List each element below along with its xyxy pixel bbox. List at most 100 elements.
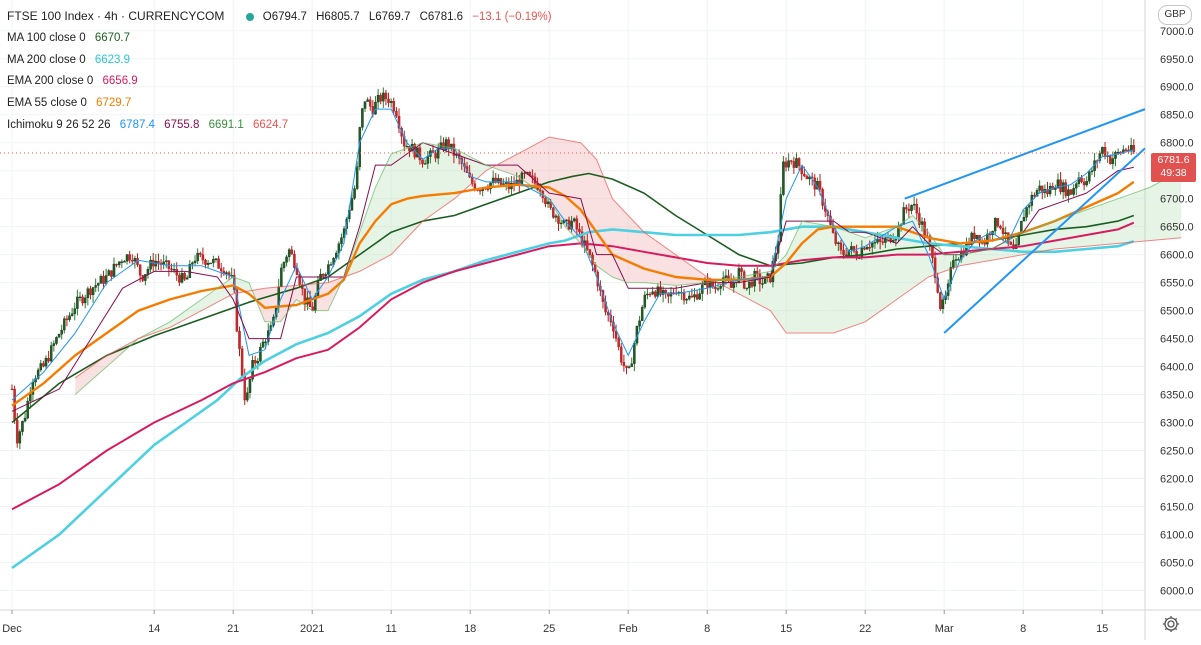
candle-body bbox=[287, 249, 291, 258]
candle-body bbox=[792, 161, 796, 168]
candle-body bbox=[578, 229, 581, 232]
candle-body bbox=[175, 269, 178, 276]
candle-body bbox=[23, 417, 27, 422]
cloud-segment bbox=[1177, 170, 1182, 239]
candle-body bbox=[379, 94, 382, 102]
settings-gear-icon[interactable] bbox=[1160, 613, 1182, 635]
cloud-segment bbox=[1054, 219, 1059, 250]
legend-indicator-row[interactable]: EMA 55 close 0 6729.7 bbox=[7, 93, 558, 115]
candle-body bbox=[193, 260, 197, 263]
candle-body bbox=[128, 254, 131, 261]
candle-body bbox=[73, 308, 77, 314]
cloud-segment bbox=[1141, 188, 1146, 242]
time-tick-label: Dec bbox=[2, 623, 22, 635]
cloud-segment bbox=[201, 296, 206, 311]
candle-body bbox=[996, 218, 1000, 227]
candle-body bbox=[876, 239, 879, 243]
candle-body bbox=[1069, 189, 1073, 195]
candle-body bbox=[818, 180, 822, 190]
last-price-value: 6781.6 bbox=[1157, 154, 1190, 166]
legend-ichimoku-row[interactable]: Ichimoku 9 26 52 26 6787.4 6755.8 6691.1… bbox=[7, 115, 558, 137]
indicator-line bbox=[74, 142, 1182, 395]
candle-body bbox=[52, 343, 56, 346]
candle-body bbox=[502, 183, 505, 185]
candle-body bbox=[81, 296, 84, 304]
time-axis: Dec 14 21 2021 11 18 25 Feb 8 15 22 Mar 8 15 bbox=[2, 610, 1108, 635]
price-tick-label: 6700.0 bbox=[1160, 194, 1194, 206]
candle-body bbox=[878, 239, 882, 242]
cloud-segment bbox=[1050, 221, 1055, 250]
cloud-segment bbox=[1153, 183, 1158, 241]
cloud-segment bbox=[600, 169, 605, 272]
legend-indicator-row[interactable]: MA 100 close 0 6670.7 bbox=[7, 28, 558, 50]
cloud-segment bbox=[651, 237, 656, 284]
cloud-segment bbox=[568, 140, 573, 236]
candle-body bbox=[1059, 179, 1062, 193]
candle-body bbox=[183, 273, 186, 280]
candle-body bbox=[546, 201, 550, 205]
cloud-segment bbox=[908, 215, 913, 292]
candle-body bbox=[834, 232, 837, 244]
cloud-segment bbox=[786, 246, 791, 333]
cloud-segment bbox=[1165, 176, 1170, 240]
candle-body bbox=[1085, 180, 1088, 186]
candle-body bbox=[259, 347, 262, 362]
cloud-segment bbox=[679, 257, 684, 286]
cloud-segment bbox=[794, 229, 799, 333]
cloud-segment bbox=[1066, 215, 1071, 248]
indicator-value: 6729.7 bbox=[96, 97, 132, 110]
cloud-segment bbox=[916, 219, 921, 286]
currency-badge[interactable]: GBP bbox=[1158, 5, 1192, 25]
candle-body bbox=[559, 222, 563, 225]
cloud-segment bbox=[296, 285, 301, 303]
cloud-segment bbox=[663, 246, 668, 285]
candle-body bbox=[170, 268, 173, 270]
candle-body bbox=[865, 247, 869, 250]
cloud-segment bbox=[331, 279, 336, 303]
legend-indicator-row[interactable]: EMA 200 close 0 6656.9 bbox=[7, 71, 558, 93]
candle-body bbox=[340, 237, 343, 244]
price-tick-label: 6500.0 bbox=[1160, 306, 1194, 318]
candle-body bbox=[620, 346, 623, 363]
candle-body bbox=[39, 363, 43, 371]
cloud-segment bbox=[403, 148, 407, 243]
candle-body bbox=[1072, 187, 1075, 195]
candle-body bbox=[643, 294, 647, 308]
cloud-segment bbox=[1133, 191, 1138, 243]
candle-body bbox=[1025, 207, 1028, 218]
last-price-tag: 6781.6 49:38 bbox=[1151, 153, 1196, 182]
candle-body bbox=[889, 235, 892, 242]
candle-body bbox=[688, 295, 691, 300]
candle-body bbox=[204, 259, 207, 265]
candle-body bbox=[1075, 183, 1078, 189]
candle-body bbox=[478, 190, 482, 192]
legend-indicator-row[interactable]: MA 200 close 0 6623.9 bbox=[7, 50, 558, 72]
candle-body bbox=[324, 274, 328, 276]
symbol-title[interactable]: FTSE 100 Index · 4h · CURRENCYCOM bbox=[7, 9, 225, 23]
candle-body bbox=[714, 286, 717, 289]
candle-body bbox=[76, 296, 79, 309]
candle-body bbox=[214, 258, 218, 260]
candle-body bbox=[805, 175, 809, 180]
candle-body bbox=[206, 262, 210, 265]
cloud-segment bbox=[1149, 185, 1154, 241]
legend: FTSE 100 Index · 4h · CURRENCYCOM O6794.… bbox=[7, 6, 558, 137]
candle-body bbox=[308, 297, 312, 307]
candle-body bbox=[868, 247, 871, 249]
price-tick-label: 6400.0 bbox=[1160, 362, 1194, 374]
candle-body bbox=[1048, 185, 1052, 195]
candle-body bbox=[70, 313, 74, 316]
candle-body bbox=[1114, 152, 1117, 159]
candle-body bbox=[201, 254, 205, 261]
candle-body bbox=[421, 159, 424, 165]
candle-body bbox=[36, 369, 40, 379]
cloud-segment bbox=[545, 137, 550, 199]
candle-body bbox=[664, 289, 667, 294]
candle-body bbox=[353, 188, 356, 199]
cloud-segment bbox=[561, 139, 565, 227]
candle-body bbox=[722, 277, 725, 287]
cloud-segment bbox=[1027, 229, 1032, 254]
cloud-segment bbox=[549, 137, 554, 206]
